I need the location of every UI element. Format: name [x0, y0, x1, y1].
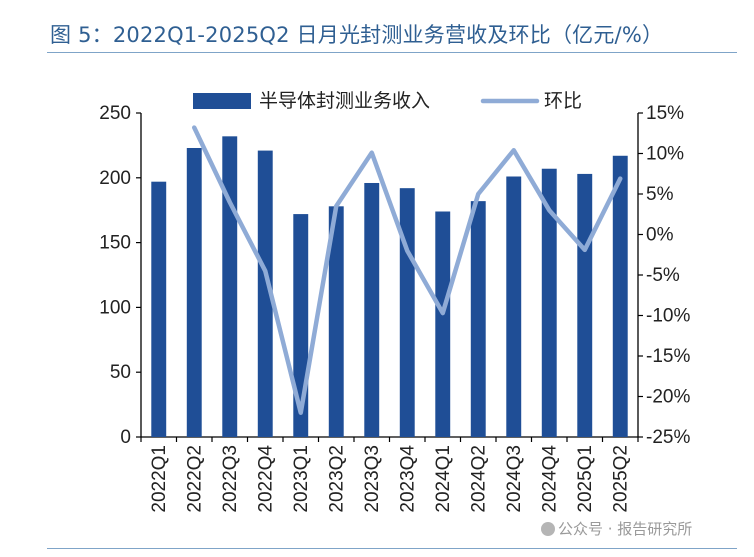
right-tick-label: -10%: [646, 306, 690, 327]
x-category-label: 2023Q4: [397, 445, 418, 513]
revenue-bar: [257, 150, 273, 438]
right-tick-label: -5%: [646, 265, 680, 286]
bar-series: [151, 136, 628, 438]
legend: 半导体封测业务收入 环比: [193, 90, 582, 112]
right-tick-label: -25%: [646, 427, 690, 448]
x-category-label: 2022Q1: [149, 445, 170, 513]
watermark-text: 公众号 · 报告研究所: [558, 520, 693, 538]
x-category-label: 2023Q1: [291, 445, 312, 513]
right-tick-label: -20%: [646, 387, 690, 408]
title-divider: [47, 52, 737, 53]
x-category-label: 2024Q1: [433, 445, 454, 513]
x-category-label: 2022Q3: [220, 445, 241, 513]
bottom-divider: [47, 548, 737, 549]
left-tick-label: 200: [99, 168, 131, 189]
left-tick-label: 250: [99, 103, 131, 124]
watermark: 公众号 · 报告研究所: [541, 518, 692, 539]
x-category-label: 2024Q2: [468, 445, 489, 513]
line-series: [192, 125, 623, 415]
x-category-label: 2024Q4: [539, 445, 560, 513]
x-category-label: 2025Q2: [610, 445, 631, 513]
right-tick-label: 0%: [646, 225, 674, 246]
revenue-bar: [470, 201, 486, 437]
left-tick-label: 0: [120, 427, 131, 448]
left-tick-label: 50: [110, 362, 131, 383]
legend-line-label: 环比: [544, 90, 582, 112]
right-tick-label: 10%: [646, 144, 684, 165]
x-category-label: 2022Q2: [184, 445, 205, 513]
x-category-label: 2023Q2: [326, 445, 347, 513]
legend-bar-label: 半导体封测业务收入: [259, 90, 430, 112]
revenue-bar: [151, 181, 167, 437]
right-tick-label: 5%: [646, 184, 674, 205]
revenue-bar: [364, 182, 380, 437]
tick-labels: 0 50 100 150 200 250 -25% -20% -15% -10% -5% 0% 5% 10…: [99, 103, 690, 513]
x-category-label: 2024Q3: [504, 445, 525, 513]
legend-bar-swatch: [193, 93, 251, 109]
revenue-bar: [328, 206, 344, 437]
wechat-icon: [541, 522, 555, 536]
figure-title: 图 5：2022Q1-2025Q2 日月光封测业务营收及环比（亿元/%）: [50, 23, 664, 47]
right-tick-label: -15%: [646, 346, 690, 367]
x-category-label: 2025Q1: [575, 445, 596, 513]
revenue-bar: [222, 136, 238, 437]
revenue-bar: [577, 173, 593, 438]
revenue-bar: [435, 211, 451, 437]
revenue-bar: [186, 147, 202, 437]
right-tick-label: 15%: [646, 103, 684, 124]
revenue-bar: [541, 168, 557, 437]
x-category-label: 2023Q3: [362, 445, 383, 513]
revenue-bar: [612, 155, 628, 437]
x-category-label: 2022Q4: [255, 445, 276, 513]
revenue-bar: [506, 176, 522, 437]
left-tick-label: 100: [99, 297, 131, 318]
left-tick-label: 150: [99, 233, 131, 254]
revenue-bar: [399, 188, 415, 437]
